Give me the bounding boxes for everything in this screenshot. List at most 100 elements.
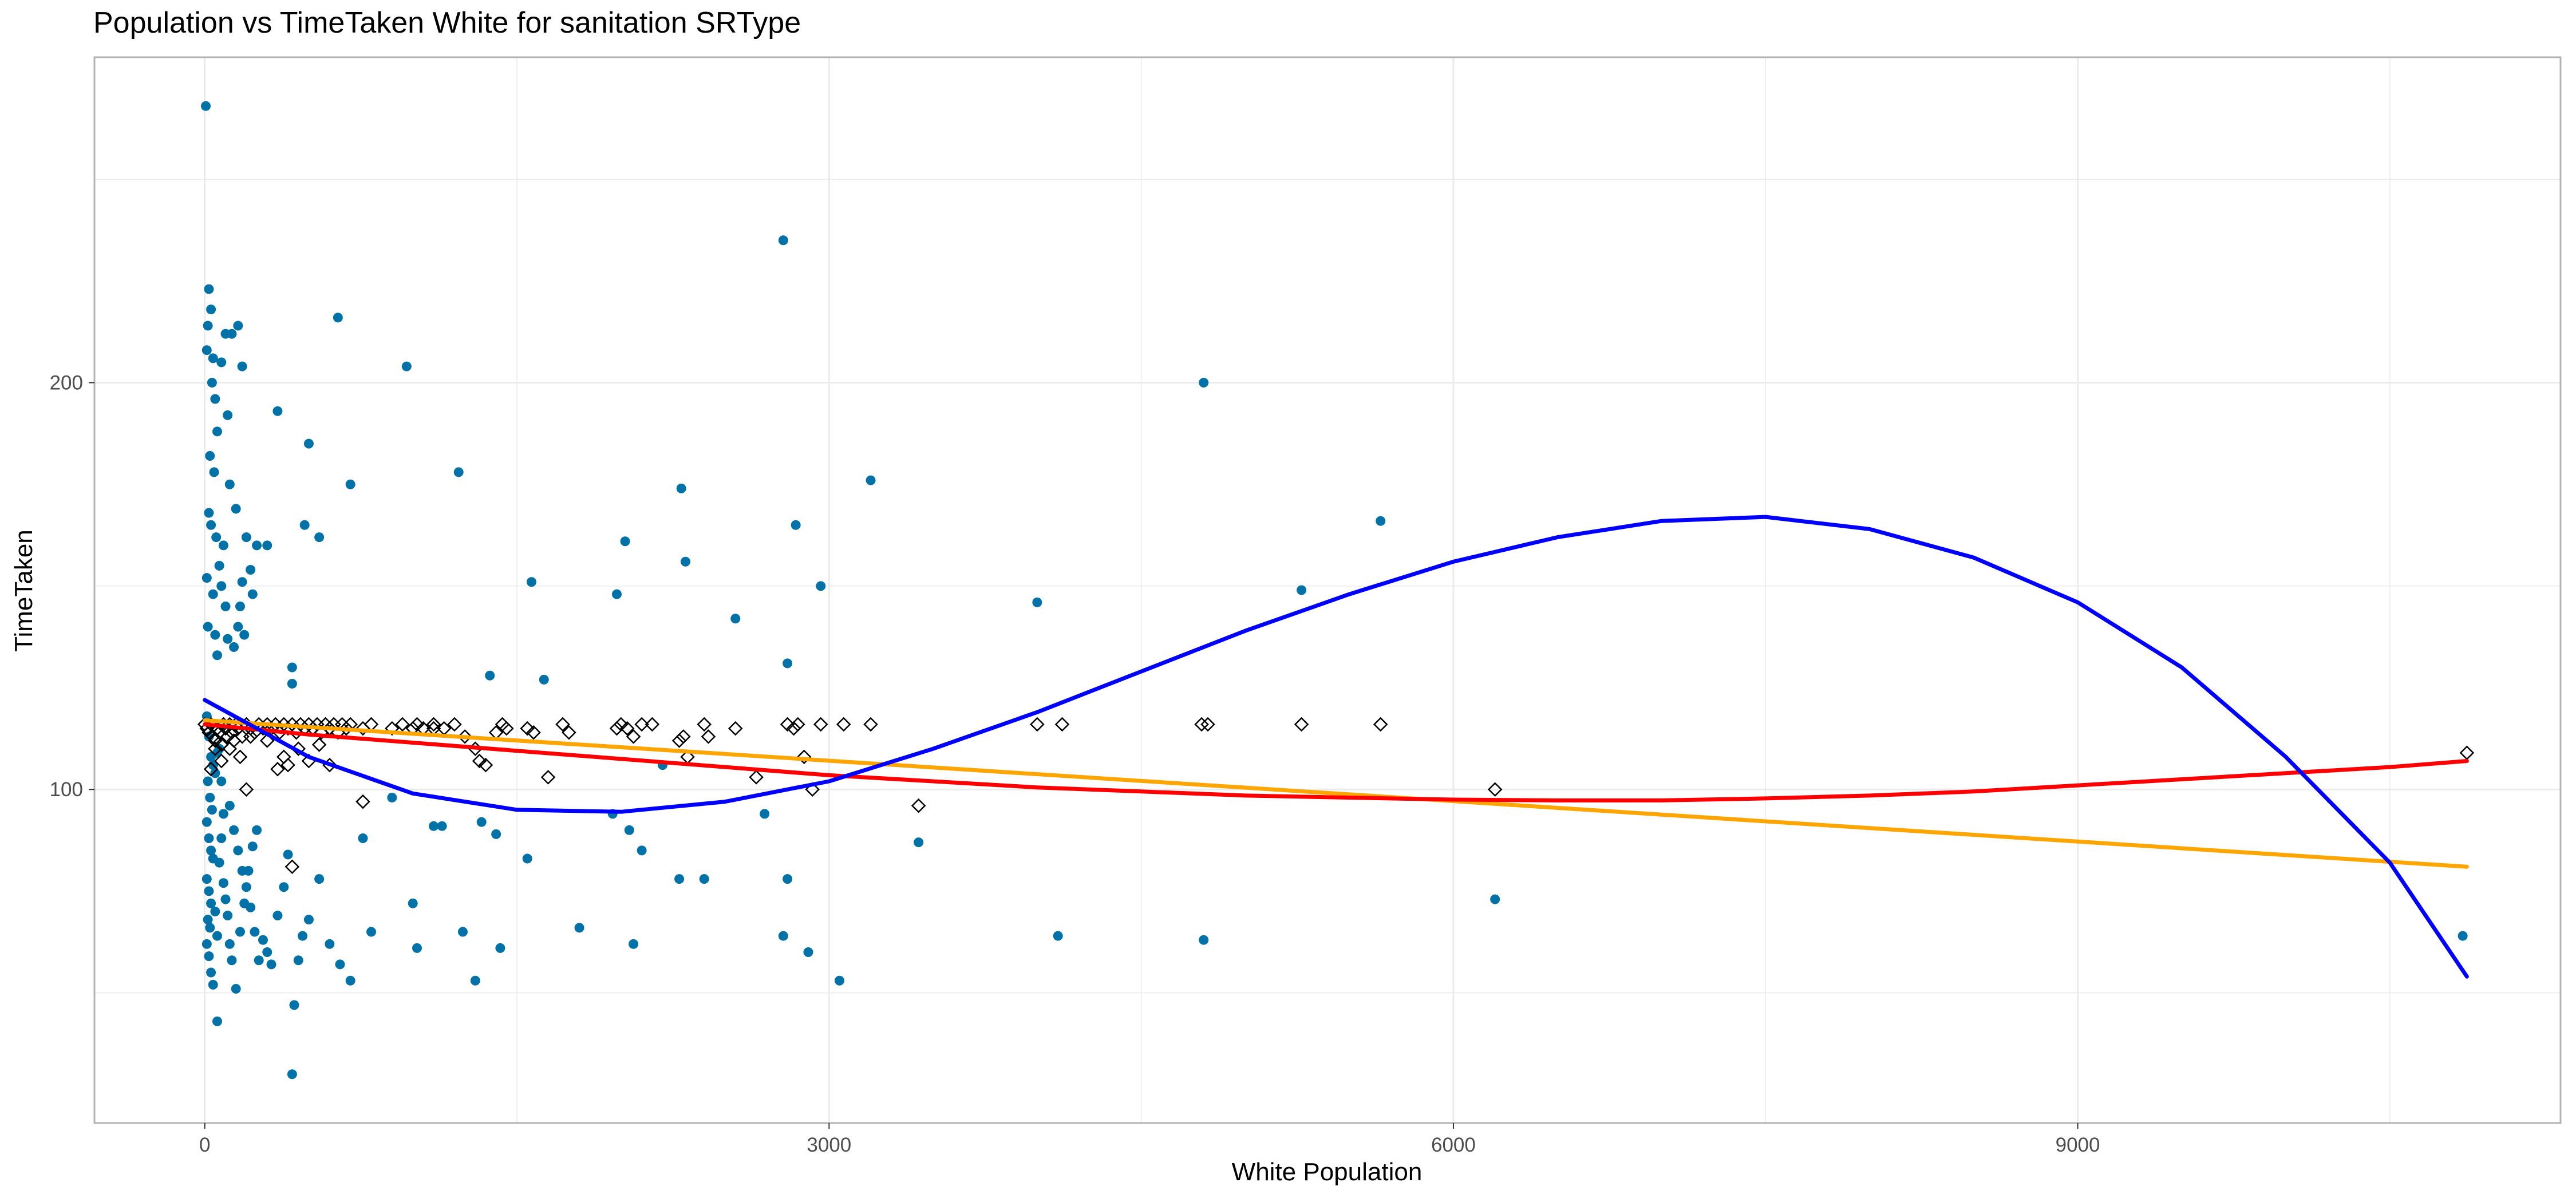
data-point [212,931,222,941]
data-point [220,329,231,339]
data-point [539,674,549,685]
diamond-point [626,729,641,744]
diamond-point [499,721,514,736]
fit-lines [203,515,2469,979]
data-point [1199,378,1209,388]
data-point [358,833,368,844]
data-point [401,361,412,371]
data-point [227,955,237,966]
data-point [239,630,250,640]
data-point [866,475,876,485]
data-point [1376,516,1386,526]
data-point [429,821,439,831]
data-point [624,825,634,835]
data-point [303,915,314,925]
data-point [816,581,826,591]
data-point [314,874,325,884]
data-point [212,650,222,661]
diamond-point [780,717,795,732]
data-point [1490,894,1500,904]
data-point [299,520,310,530]
diamond-point [426,717,441,732]
data-point [289,1000,299,1010]
data-point [203,321,213,331]
diamond-point [1373,717,1388,732]
data-point [262,947,272,958]
data-point [1199,935,1209,945]
data-point [387,792,397,802]
x-tick-label: 6000 [1431,1134,1476,1156]
data-point [237,361,247,371]
data-point [345,975,355,986]
data-point [214,560,224,571]
data-point [258,935,268,945]
data-point [202,573,212,583]
data-point [206,305,216,315]
blue-fit-line [203,515,2469,979]
data-point [366,927,377,937]
panel-border [93,56,2562,1124]
data-point [287,678,297,689]
data-point [206,845,216,856]
diamond-point [749,770,764,785]
data-point [208,353,218,363]
diamond-point [1030,717,1045,732]
diamond-point [457,729,472,744]
data-point [803,947,813,958]
data-point [408,898,418,908]
points-layer [197,101,2475,1080]
diamond-point [791,717,805,732]
data-point [325,939,335,949]
diamond-point [478,757,493,773]
data-point [526,577,536,587]
data-point [491,829,501,839]
diamond-point [311,737,327,752]
data-point [203,915,213,925]
diamond-point [285,859,300,875]
diamond-point [203,761,219,777]
diamond-point [645,717,660,732]
data-point [209,467,219,477]
data-point [637,845,647,856]
x-tick-label: 9000 [2056,1134,2100,1156]
diamond-point [676,729,691,744]
data-point [778,931,788,941]
data-point [203,776,213,786]
data-point [204,284,214,294]
data-point [216,776,227,786]
data-point [202,874,212,884]
data-point [205,450,215,461]
data-point [205,792,215,802]
data-point [223,634,233,644]
data-point [730,614,741,624]
data-point [210,630,220,640]
diamond-point [339,721,354,736]
data-point [205,923,215,933]
data-point [262,540,272,551]
data-point [283,849,293,860]
data-point [202,345,212,355]
data-point [202,817,212,827]
data-point [224,479,235,489]
data-point [231,504,241,514]
diamond-point [796,749,812,765]
data-point [233,622,243,632]
data-point [202,939,212,949]
data-point [218,540,228,551]
data-point [229,642,239,652]
data-point [214,857,224,868]
data-point [220,601,231,611]
diamond-point [472,753,487,769]
data-point [210,906,220,916]
data-point [293,955,303,966]
data-point [218,809,228,819]
diamond-point [697,717,712,732]
data-point [272,911,283,921]
diamond-point [1200,717,1215,732]
data-point [457,927,468,937]
data-point [246,564,256,575]
data-point [210,768,220,778]
diamond-point [555,717,570,732]
diamond-point [222,741,238,756]
diamond-point [520,721,535,736]
